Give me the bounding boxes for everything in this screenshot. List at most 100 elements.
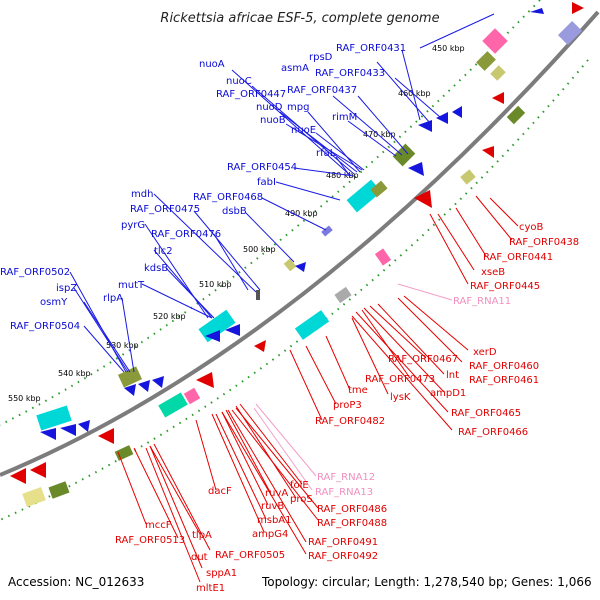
feature-block: [256, 290, 260, 300]
gene-label[interactable]: ampD1: [430, 388, 466, 399]
leader-line: [225, 409, 271, 493]
gene-label[interactable]: asmA: [281, 63, 309, 74]
gene-label[interactable]: RAF_ORF0433: [315, 68, 385, 79]
gene-label[interactable]: ispZ: [56, 283, 77, 294]
gene-label[interactable]: RAF_ORF0475: [130, 204, 200, 215]
gene-label[interactable]: lnt: [446, 370, 459, 381]
gene-label[interactable]: dacF: [208, 486, 232, 497]
gene-label[interactable]: tme: [348, 385, 368, 396]
gene-label[interactable]: nuoD: [256, 102, 283, 113]
gene-label[interactable]: proP3: [333, 400, 362, 411]
gene-label[interactable]: RAF_ORF0468: [193, 192, 263, 203]
gene-label[interactable]: RAF_ORF0491: [308, 537, 378, 548]
gene-label[interactable]: RAF_ORF0476: [151, 229, 221, 240]
gene-label[interactable]: RAF_ORF0431: [336, 43, 406, 54]
feature-block: [460, 169, 476, 185]
gene-label[interactable]: RAF_ORF0504: [10, 321, 80, 332]
reverse-gene-labels: cyoB RAF_ORF0438 RAF_ORF0441 xseB RAF_OR…: [115, 222, 579, 594]
gene-label[interactable]: RAF_RNA12: [317, 472, 375, 483]
cds-arrow: [492, 92, 504, 104]
feature-block: [557, 20, 583, 46]
gene-label[interactable]: lysK: [390, 392, 411, 403]
leader-line: [489, 197, 519, 227]
gene-label[interactable]: RAF_ORF0513: [115, 535, 185, 546]
gene-label[interactable]: RAF_ORF0492: [308, 551, 378, 562]
gene-label[interactable]: RAF_ORF0467: [388, 354, 458, 365]
leader-line: [235, 405, 297, 499]
gene-label[interactable]: mdh: [131, 189, 153, 200]
gene-label[interactable]: tlc2: [154, 246, 173, 257]
leader-line: [285, 123, 363, 171]
gene-label[interactable]: pyrG: [121, 220, 145, 231]
leader-line: [369, 305, 427, 359]
leader-line: [475, 195, 513, 241]
cds-arrow: [572, 2, 584, 14]
gene-label[interactable]: proS: [290, 494, 313, 505]
leader-line: [455, 207, 487, 257]
cds-arrow: [436, 112, 448, 124]
feature-block: [117, 366, 143, 388]
leader-line: [145, 447, 201, 583]
gene-label[interactable]: ruvB: [261, 501, 284, 512]
cds-arrow: [124, 384, 136, 396]
gene-label[interactable]: RAF_RNA13: [315, 487, 373, 498]
gene-label[interactable]: mpg: [287, 102, 309, 113]
gene-label[interactable]: tlpA: [192, 530, 212, 541]
gene-label[interactable]: rfaL: [316, 148, 336, 159]
gene-label[interactable]: RAF_ORF0505: [215, 550, 285, 561]
leader-line: [193, 210, 261, 291]
gene-label[interactable]: rimM: [332, 112, 357, 123]
cds-arrow: [414, 190, 432, 208]
gene-label[interactable]: RAF_ORF0482: [315, 416, 385, 427]
gene-label[interactable]: RAF_ORF0486: [317, 504, 387, 515]
gene-label[interactable]: rpsD: [309, 52, 333, 63]
leader-line: [213, 233, 249, 291]
gene-label[interactable]: msbA1: [257, 515, 292, 526]
gene-label[interactable]: nuoE: [291, 125, 316, 136]
gene-label[interactable]: xerD: [473, 347, 497, 358]
leader-line: [133, 447, 179, 539]
leader-line: [293, 167, 355, 177]
gene-label[interactable]: ampG4: [252, 529, 288, 540]
gene-label[interactable]: kdsB: [144, 263, 168, 274]
gene-label[interactable]: mccF: [145, 520, 172, 531]
gene-label[interactable]: osmY: [40, 297, 68, 308]
gene-label[interactable]: nuoC: [226, 76, 252, 87]
gene-label[interactable]: mltE1: [196, 583, 225, 594]
feature-block: [283, 258, 297, 272]
gene-label[interactable]: RAF_RNA11: [453, 296, 511, 307]
gene-label[interactable]: sppA1: [206, 568, 237, 579]
cds-arrow: [98, 428, 114, 444]
gene-label[interactable]: RAF_ORF0466: [458, 427, 528, 438]
gene-label[interactable]: RAF_ORF0441: [483, 252, 553, 263]
feature-block: [183, 387, 201, 405]
gene-label[interactable]: RAF_ORF0488: [317, 518, 387, 529]
gene-label[interactable]: RAF_ORF0502: [0, 267, 70, 278]
gene-label[interactable]: nuoB: [260, 115, 286, 126]
gene-label[interactable]: RAF_ORF0447: [216, 89, 286, 100]
gene-label[interactable]: RAF_ORF0461: [469, 375, 539, 386]
gene-label[interactable]: cyoB: [519, 222, 544, 233]
gene-label[interactable]: RAF_ORF0438: [509, 237, 579, 248]
feature-block: [334, 286, 352, 304]
gene-label[interactable]: rlpA: [103, 293, 123, 304]
gene-label[interactable]: dsbB: [222, 206, 247, 217]
gene-label[interactable]: RAF_ORF0473: [365, 374, 435, 385]
cds-arrow: [225, 324, 240, 336]
reverse-features: [10, 2, 584, 507]
gene-label[interactable]: dut: [191, 552, 208, 563]
gene-label[interactable]: RAF_ORF0454: [227, 162, 297, 173]
gene-label[interactable]: fabI: [257, 177, 276, 188]
gene-label[interactable]: xseB: [481, 267, 505, 278]
gene-label[interactable]: RAF_ORF0465: [451, 408, 521, 419]
gene-label[interactable]: RAF_ORF0445: [470, 281, 540, 292]
gene-label[interactable]: folE: [290, 480, 309, 491]
gene-label[interactable]: nuoA: [199, 59, 225, 70]
gene-label[interactable]: mutT: [118, 280, 145, 291]
gene-label[interactable]: RAF_ORF0460: [469, 361, 539, 372]
gene-label[interactable]: ruvA: [265, 488, 288, 499]
gene-label[interactable]: RAF_ORF0437: [287, 85, 357, 96]
kbp-label: 510 kbp: [199, 280, 232, 289]
leader-line: [153, 249, 213, 319]
leader-line: [394, 77, 441, 118]
